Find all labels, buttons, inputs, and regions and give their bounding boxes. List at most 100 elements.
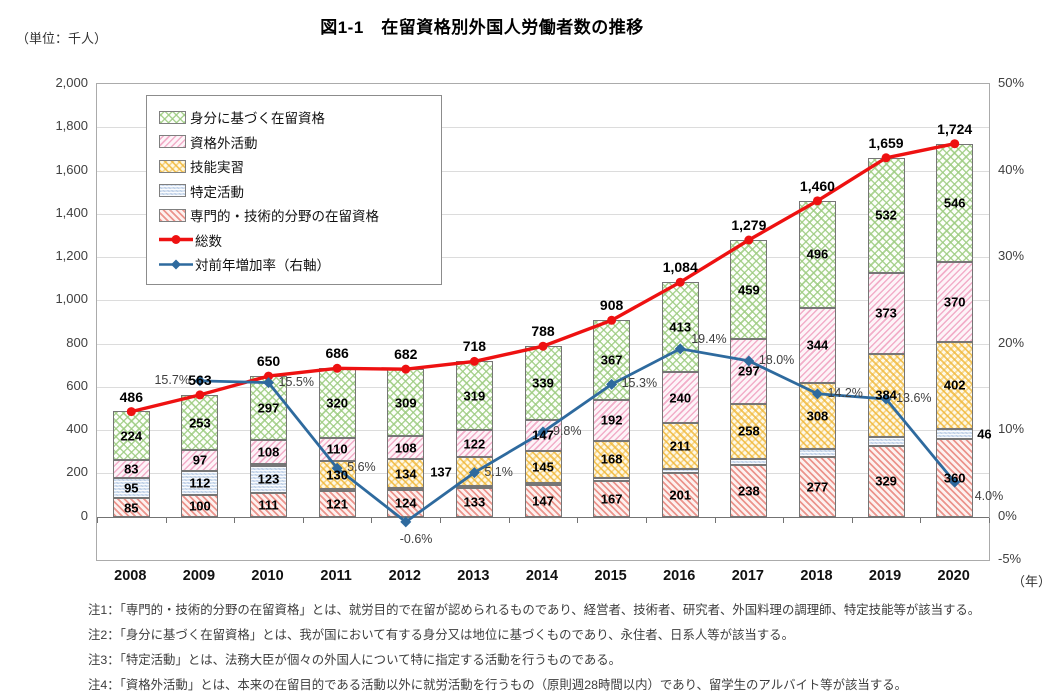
segment-label: 297 (257, 400, 280, 416)
total-value-label: 563 (188, 371, 212, 388)
rate-value-label: 15.3% (621, 376, 658, 391)
legend-item-label: 技能実習 (190, 160, 244, 176)
legend-item-label: 総数 (195, 233, 222, 249)
legend-item-rate: 対前年増加率（右軸） (159, 252, 431, 277)
x-axis-year-label: 2019 (868, 568, 902, 584)
segment-label: 413 (669, 319, 692, 335)
legend-swatch-shikakugai-icon (159, 135, 186, 149)
segment-label: 360 (943, 470, 966, 486)
legend-item-label: 対前年増加率（右軸） (195, 258, 330, 274)
segment-label: 134 (394, 466, 417, 482)
segment-label: 373 (875, 305, 897, 321)
segment-label: 133 (463, 494, 486, 510)
segment-label: 145 (532, 459, 554, 475)
rate-value-label: 14.2% (827, 385, 863, 400)
segment-label: 192 (600, 412, 623, 428)
axis-tick (989, 517, 990, 523)
note-line: 注2：「身分に基づく在留資格」とは、我が国において有する身分又は地位に基づくもの… (88, 628, 794, 642)
bar-segment-shikakugai (112, 459, 150, 478)
legend: 身分に基づく在留資格資格外活動技能実習特定活動専門的・技術的分野の在留資格総数対… (146, 95, 442, 285)
total-value-label: 650 (256, 353, 281, 370)
y-axis-right-tick: 30% (998, 248, 1025, 264)
y-axis-left-tick: 1,400 (55, 204, 88, 220)
legend-item-tokutei: 特定活動 (159, 179, 431, 204)
y-axis-right-tick: 0% (998, 507, 1017, 523)
rate-value-label: 5.1% (484, 464, 513, 479)
y-axis-right-tick: -5% (998, 551, 1022, 566)
y-axis-left-tick: 1,800 (55, 118, 88, 134)
segment-label: 46 (977, 426, 992, 442)
total-value-label: 486 (119, 388, 143, 405)
bar-2008 (112, 84, 150, 560)
unit-label: （単位：千人） (16, 31, 108, 46)
segment-label: 367 (600, 352, 623, 368)
x-axis-year-label: 2018 (800, 568, 833, 584)
x-axis-year-label: 2010 (251, 568, 284, 584)
segment-label: 137 (430, 464, 452, 480)
bar-segment-tokutei (112, 477, 150, 499)
legend-rate-line-icon (159, 258, 193, 271)
segment-label: 108 (394, 440, 417, 456)
y-axis-left-tick: 600 (66, 377, 88, 393)
legend-item-mibun: 身分に基づく在留資格 (159, 105, 431, 130)
total-value-label: 682 (394, 346, 418, 363)
x-axis-year-label: 2015 (594, 568, 627, 584)
segment-label: 459 (737, 282, 760, 298)
legend-item-senmon: 専門的・技術的分野の在留資格 (159, 203, 431, 228)
rate-value-label: 4.0% (974, 489, 1004, 504)
segment-label: 309 (394, 395, 417, 411)
footnotes: 注1：「専門的・技術的分野の在留資格」とは、就労目的で在留が認められるものであり… (88, 598, 1048, 698)
note-line: 注1：「専門的・技術的分野の在留資格」とは、就労目的で在留が認められるものであり… (88, 603, 981, 617)
segment-label: 167 (600, 491, 623, 507)
segment-label: 123 (257, 471, 280, 487)
segment-label: 402 (943, 377, 966, 393)
segment-label: 201 (669, 487, 692, 503)
y-axis-left-tick: 1,200 (55, 248, 88, 264)
legend-swatch-ginou-icon (159, 159, 186, 173)
rate-value-label: -0.6% (399, 531, 433, 546)
plot-area: 85 95 83 224 100 112 97 253 111 123 108 297 121 130 11… (96, 83, 1003, 561)
segment-label: 97 (192, 452, 208, 468)
segment-label: 100 (189, 498, 211, 514)
total-value-label: 1,659 (868, 134, 904, 151)
segment-label: 147 (532, 493, 554, 509)
segment-label: 546 (943, 195, 966, 211)
legend-swatch-tokutei-icon (159, 184, 186, 198)
legend-swatch-senmon-icon (159, 208, 186, 222)
segment-label: 320 (326, 395, 348, 411)
legend-item-label: 専門的・技術的分野の在留資格 (190, 209, 379, 225)
rate-value-label: 18.0% (758, 352, 795, 367)
legend-item-ginou: 技能実習 (159, 154, 431, 179)
segment-label: 238 (737, 483, 760, 499)
y-axis-right-tick: 40% (998, 161, 1025, 177)
total-value-label: 788 (531, 323, 555, 340)
y-axis-right-tick: 20% (998, 334, 1025, 350)
note-line: 注3：「特定活動」とは、法務大臣が個々の外国人について特に指定する活動を行うもの… (88, 653, 621, 667)
segment-label: 95 (124, 480, 139, 496)
y-axis-left-tick: 400 (66, 421, 88, 437)
segment-label: 124 (394, 495, 417, 511)
total-value-label: 908 (599, 297, 624, 314)
legend-item-label: 特定活動 (190, 184, 244, 200)
x-axis-year-label: 2013 (457, 568, 490, 584)
legend-item-total: 総数 (159, 228, 431, 253)
segment-label: 130 (326, 467, 348, 483)
segment-label: 224 (120, 428, 143, 444)
segment-label: 339 (532, 375, 554, 391)
segment-label: 240 (669, 390, 692, 405)
total-value-label: 1,084 (662, 259, 698, 276)
segment-label: 496 (806, 246, 829, 262)
segment-label: 297 (737, 363, 760, 379)
chart-title: 図1-1 在留資格別外国人労働者数の推移 (320, 18, 644, 37)
legend-item-shikakugai: 資格外活動 (159, 130, 431, 155)
y-axis-left-tick: 200 (66, 464, 88, 480)
rate-value-label: 9.8% (553, 423, 582, 438)
bar-segment-senmon (112, 498, 150, 517)
rate-value-label: 15.5% (278, 374, 314, 389)
total-value-label: 718 (462, 338, 487, 355)
segment-label: 384 (875, 387, 897, 403)
segment-label: 122 (463, 436, 486, 452)
legend-item-label: 身分に基づく在留資格 (190, 111, 325, 127)
x-axis-year-label: 2012 (388, 568, 421, 584)
segment-label: 277 (806, 479, 829, 495)
